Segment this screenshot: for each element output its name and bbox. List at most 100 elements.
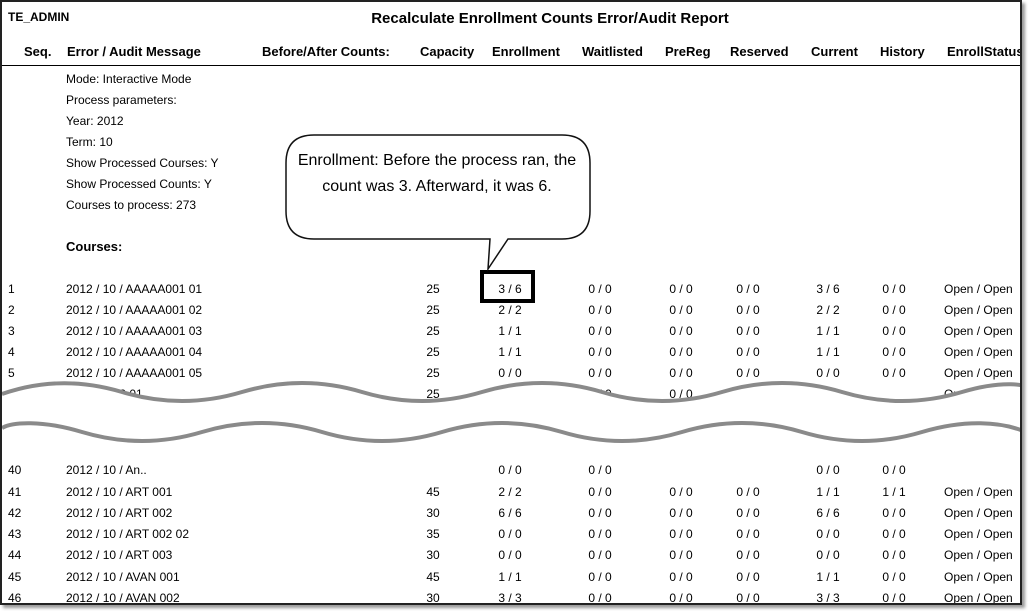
cell-pre: 0 / 0 bbox=[669, 366, 693, 380]
cell-cur: 3 / 6 bbox=[816, 282, 840, 296]
cell-his: 0 / 0 bbox=[882, 366, 906, 380]
cell-cap: 25 bbox=[426, 366, 440, 380]
cell-enr: 0 / 0 bbox=[498, 527, 522, 541]
cell-msg: 2012 / 10 / AAAAA001 04 bbox=[66, 345, 203, 359]
col-seq: Seq. bbox=[24, 44, 52, 59]
cell-seq: 44 bbox=[8, 548, 22, 562]
cell-cur: 3 / 3 bbox=[816, 591, 840, 605]
cell-pre: 0 / 0 bbox=[669, 345, 693, 359]
cell-enr: 0 / 0 bbox=[498, 366, 522, 380]
cell-enr: 0 / 0 bbox=[498, 548, 522, 562]
col-prereg: PreReg bbox=[665, 44, 711, 59]
cell-wait: 0 / 0 bbox=[588, 570, 612, 584]
cell-stat: Open / Open bbox=[944, 548, 1013, 562]
col-enroll-status: EnrollStatus bbox=[947, 44, 1022, 59]
cell-stat: Open / Open bbox=[944, 527, 1013, 541]
user-id: TE_ADMIN bbox=[8, 10, 70, 24]
cell-seq: 5 bbox=[8, 366, 15, 380]
info-params: Process parameters: bbox=[66, 93, 177, 107]
cell-wait: 0 / 0 bbox=[588, 485, 612, 499]
cell-cur: 0 / 0 bbox=[816, 463, 840, 477]
cell-cur: 2 / 2 bbox=[816, 303, 840, 317]
cell-cur: 1 / 1 bbox=[816, 345, 840, 359]
cell-his: 0 / 0 bbox=[882, 591, 906, 605]
cell-his: 0 / 0 bbox=[882, 548, 906, 562]
cell-wait: 0 / 0 bbox=[588, 282, 612, 296]
torn-page-break bbox=[2, 381, 1020, 443]
info-to-process: Courses to process: 273 bbox=[66, 198, 197, 212]
cell-stat: Open / Open bbox=[944, 324, 1013, 338]
cell-cap: 25 bbox=[426, 282, 440, 296]
report-title: Recalculate Enrollment Counts Error/Audi… bbox=[371, 10, 729, 27]
cell-msg: 2012 / 10 / AVAN 001 bbox=[66, 570, 180, 584]
cell-stat: Open / Open bbox=[944, 366, 1013, 380]
cell-cur: 1 / 1 bbox=[816, 485, 840, 499]
cell-msg: 2012 / 10 / An.. bbox=[66, 463, 147, 477]
cell-seq: 40 bbox=[8, 463, 22, 477]
cell-wait: 0 / 0 bbox=[588, 345, 612, 359]
cell-enr: 2 / 2 bbox=[498, 485, 522, 499]
cell-res: 0 / 0 bbox=[736, 548, 760, 562]
col-history: History bbox=[880, 44, 925, 59]
cell-cur: 1 / 1 bbox=[816, 570, 840, 584]
cell-wait: 0 / 0 bbox=[588, 506, 612, 520]
cell-cap: 25 bbox=[426, 345, 440, 359]
cell-pre: 0 / 0 bbox=[669, 324, 693, 338]
cell-his: 0 / 0 bbox=[882, 570, 906, 584]
cell-res: 0 / 0 bbox=[736, 527, 760, 541]
cell-stat: Open / Open bbox=[944, 485, 1013, 499]
cell-pre: 0 / 0 bbox=[669, 303, 693, 317]
cell-stat: Open / Open bbox=[944, 506, 1013, 520]
cell-his: 0 / 0 bbox=[882, 303, 906, 317]
col-current: Current bbox=[811, 44, 858, 59]
cell-his: 0 / 0 bbox=[882, 345, 906, 359]
cell-cur: 6 / 6 bbox=[816, 506, 840, 520]
info-term: Term: 10 bbox=[66, 135, 113, 149]
cell-pre: 0 / 0 bbox=[669, 591, 693, 605]
cell-res: 0 / 0 bbox=[736, 485, 760, 499]
cell-cap: 30 bbox=[426, 591, 440, 605]
cell-msg: 2012 / 10 / ART 002 02 bbox=[66, 527, 189, 541]
cell-cap: 35 bbox=[426, 527, 440, 541]
cell-cap: 25 bbox=[426, 324, 440, 338]
cell-msg: 2012 / 10 / AAAAA001 02 bbox=[66, 303, 203, 317]
cell-stat: Open / Open bbox=[944, 570, 1013, 584]
cell-msg: 2012 / 10 / AAAAA001 05 bbox=[66, 366, 203, 380]
callout-bubble bbox=[285, 134, 591, 272]
cell-enr: 3 / 3 bbox=[498, 591, 522, 605]
col-before-after: Before/After Counts: bbox=[262, 44, 390, 59]
cell-his: 0 / 0 bbox=[882, 463, 906, 477]
cell-res: 0 / 0 bbox=[736, 324, 760, 338]
cell-seq: 2 bbox=[8, 303, 15, 317]
cell-pre: 0 / 0 bbox=[669, 506, 693, 520]
cell-enr: 1 / 1 bbox=[498, 570, 522, 584]
cell-enr: 2 / 2 bbox=[498, 303, 522, 317]
cell-enr: 3 / 6 bbox=[498, 282, 522, 296]
cell-wait: 0 / 0 bbox=[588, 527, 612, 541]
cell-seq: 41 bbox=[8, 485, 22, 499]
info-show-courses: Show Processed Courses: Y bbox=[66, 156, 219, 170]
cell-stat: Open / Open bbox=[944, 591, 1013, 605]
cell-enr: 0 / 0 bbox=[498, 463, 522, 477]
cell-seq: 46 bbox=[8, 591, 22, 605]
cell-seq: 3 bbox=[8, 324, 15, 338]
cell-cur: 0 / 0 bbox=[816, 366, 840, 380]
cell-cur: 0 / 0 bbox=[816, 548, 840, 562]
cell-pre: 0 / 0 bbox=[669, 527, 693, 541]
cell-pre: 0 / 0 bbox=[669, 548, 693, 562]
cell-his: 1 / 1 bbox=[882, 485, 906, 499]
cell-res: 0 / 0 bbox=[736, 366, 760, 380]
col-message: Error / Audit Message bbox=[67, 44, 201, 59]
cell-res: 0 / 0 bbox=[736, 282, 760, 296]
col-waitlisted: Waitlisted bbox=[582, 44, 643, 59]
cell-seq: 1 bbox=[8, 282, 15, 296]
info-year: Year: 2012 bbox=[66, 114, 124, 128]
cell-stat: Open / Open bbox=[944, 303, 1013, 317]
cell-seq: 45 bbox=[8, 570, 22, 584]
cell-his: 0 / 0 bbox=[882, 506, 906, 520]
cell-wait: 0 / 0 bbox=[588, 324, 612, 338]
cell-msg: 2012 / 10 / ART 001 bbox=[66, 485, 173, 499]
cell-msg: 2012 / 10 / AVAN 002 bbox=[66, 591, 180, 605]
enrollment-highlight-box bbox=[480, 270, 535, 303]
